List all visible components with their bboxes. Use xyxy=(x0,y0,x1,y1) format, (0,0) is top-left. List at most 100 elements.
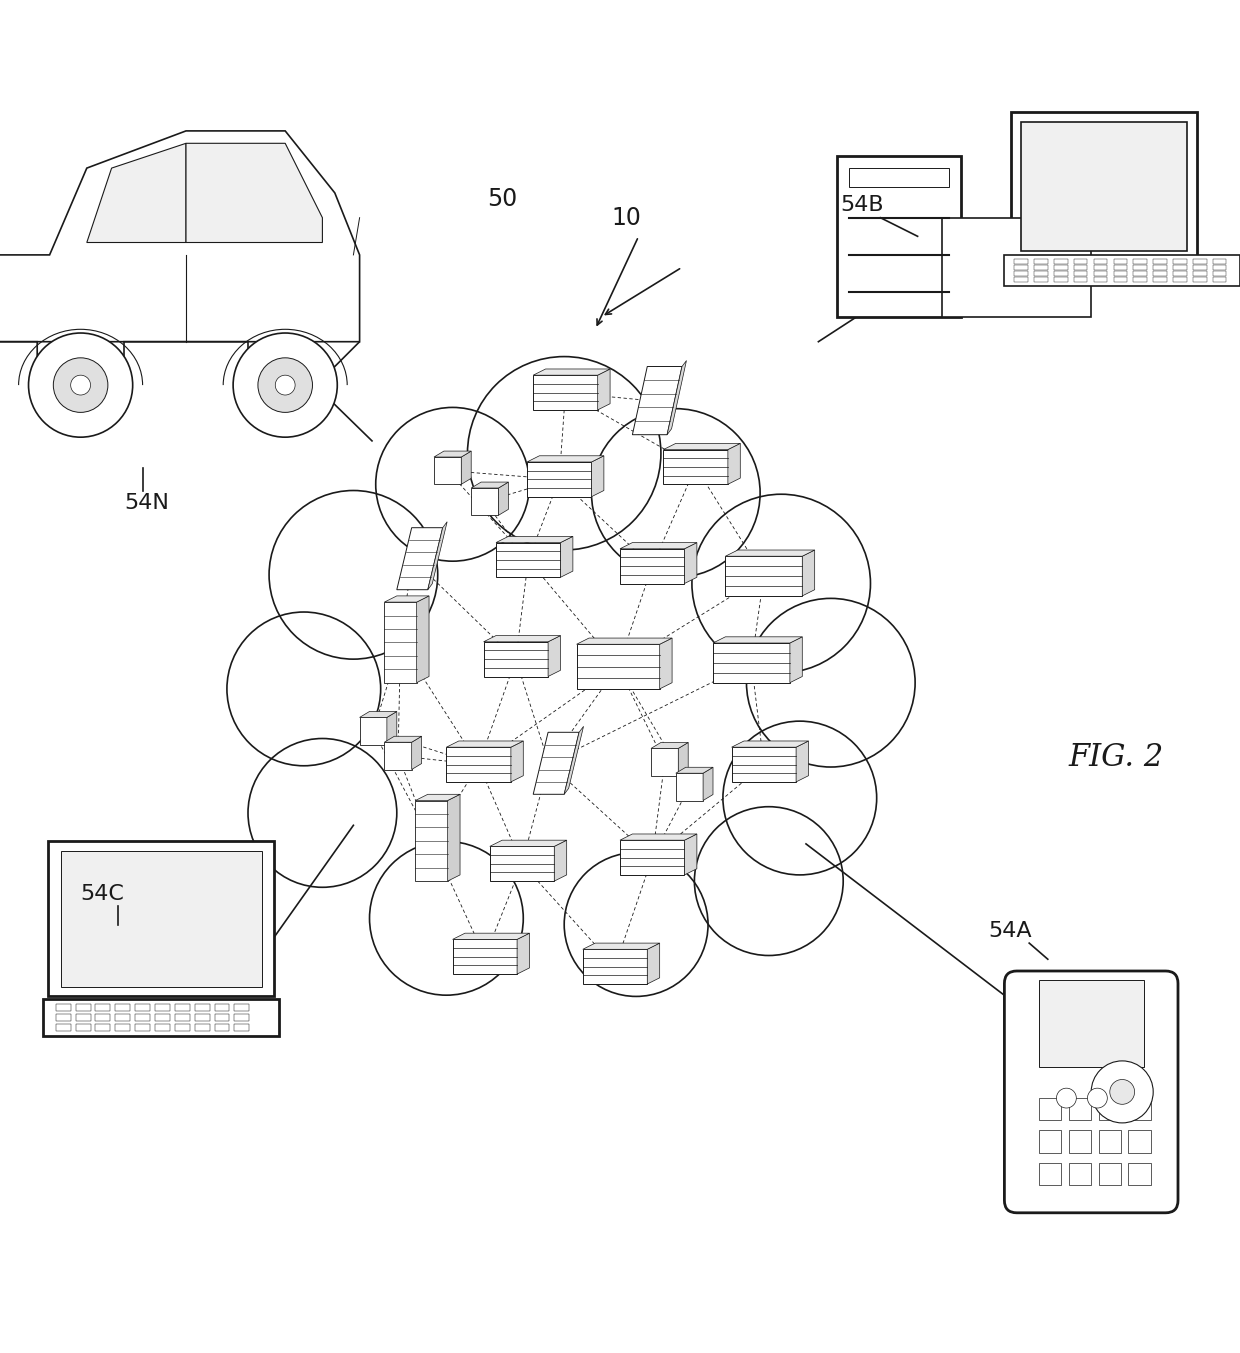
Polygon shape xyxy=(434,451,471,457)
Polygon shape xyxy=(676,767,713,773)
Bar xyxy=(384,602,417,683)
Bar xyxy=(175,1024,190,1031)
Polygon shape xyxy=(0,131,360,342)
Bar xyxy=(1153,271,1167,276)
Polygon shape xyxy=(417,595,429,683)
FancyBboxPatch shape xyxy=(1004,971,1178,1212)
Bar xyxy=(1173,277,1187,283)
Circle shape xyxy=(746,598,915,767)
Bar xyxy=(837,156,961,317)
Bar xyxy=(43,999,279,1036)
Bar xyxy=(1114,277,1127,283)
Bar xyxy=(1153,258,1167,264)
Polygon shape xyxy=(583,943,660,950)
Circle shape xyxy=(591,409,760,578)
Bar xyxy=(1133,258,1147,264)
Polygon shape xyxy=(360,712,397,717)
Circle shape xyxy=(564,852,708,996)
Bar xyxy=(1094,265,1107,269)
Text: 10: 10 xyxy=(611,206,641,230)
Circle shape xyxy=(233,333,337,437)
Bar xyxy=(1173,265,1187,269)
Polygon shape xyxy=(591,456,604,497)
Bar xyxy=(1014,265,1028,269)
Bar xyxy=(95,1004,110,1011)
Bar xyxy=(95,1013,110,1022)
Bar xyxy=(155,1013,170,1022)
Polygon shape xyxy=(703,767,713,801)
Text: FIG. 2: FIG. 2 xyxy=(1069,741,1163,773)
Bar xyxy=(48,842,274,996)
Polygon shape xyxy=(415,794,460,801)
Bar xyxy=(76,1024,91,1031)
Bar xyxy=(1133,265,1147,269)
Bar xyxy=(1074,277,1087,283)
Bar xyxy=(1021,122,1187,252)
Text: 54B: 54B xyxy=(839,195,884,215)
Polygon shape xyxy=(732,741,808,747)
Bar xyxy=(1193,277,1207,283)
Bar xyxy=(1039,1130,1061,1153)
Bar xyxy=(1114,265,1127,269)
Circle shape xyxy=(1087,1088,1107,1108)
Bar xyxy=(453,939,517,974)
Bar xyxy=(215,1024,229,1031)
Polygon shape xyxy=(384,595,429,602)
Bar xyxy=(1054,265,1068,269)
Circle shape xyxy=(490,602,837,950)
Bar xyxy=(1128,1162,1151,1185)
Bar xyxy=(1034,265,1048,269)
Circle shape xyxy=(694,806,843,955)
Circle shape xyxy=(477,441,849,813)
Bar xyxy=(1099,1099,1121,1120)
Bar xyxy=(1128,1099,1151,1120)
Polygon shape xyxy=(446,741,523,747)
Bar xyxy=(1213,271,1226,276)
Polygon shape xyxy=(533,732,579,794)
Polygon shape xyxy=(577,639,672,644)
Bar xyxy=(942,218,1091,317)
Polygon shape xyxy=(632,367,682,434)
Circle shape xyxy=(248,739,397,888)
Circle shape xyxy=(258,357,312,413)
Bar xyxy=(115,1004,130,1011)
Polygon shape xyxy=(397,528,443,590)
Polygon shape xyxy=(620,833,697,840)
Bar xyxy=(1213,277,1226,283)
Bar xyxy=(175,1004,190,1011)
Polygon shape xyxy=(678,743,688,775)
Polygon shape xyxy=(564,727,584,794)
Bar xyxy=(115,1013,130,1022)
Bar xyxy=(215,1004,229,1011)
Bar xyxy=(484,641,548,676)
Polygon shape xyxy=(511,741,523,782)
Bar xyxy=(195,1024,210,1031)
Bar xyxy=(434,457,461,484)
Polygon shape xyxy=(620,543,697,549)
Bar xyxy=(1034,258,1048,264)
Polygon shape xyxy=(598,369,610,410)
Bar xyxy=(1193,265,1207,269)
Circle shape xyxy=(279,429,651,801)
Bar xyxy=(234,1004,249,1011)
Bar xyxy=(1173,258,1187,264)
Bar xyxy=(577,644,660,689)
Polygon shape xyxy=(496,536,573,543)
Bar xyxy=(1114,271,1127,276)
Bar xyxy=(1054,277,1068,283)
Circle shape xyxy=(71,375,91,395)
Bar xyxy=(676,773,703,801)
Bar xyxy=(56,1024,71,1031)
Bar xyxy=(135,1024,150,1031)
Circle shape xyxy=(269,491,438,659)
Bar xyxy=(1074,265,1087,269)
Polygon shape xyxy=(461,451,471,484)
Bar xyxy=(1054,271,1068,276)
Bar xyxy=(1094,271,1107,276)
Polygon shape xyxy=(796,741,808,782)
Bar xyxy=(651,748,678,775)
Polygon shape xyxy=(387,712,397,744)
Bar xyxy=(115,1024,130,1031)
Polygon shape xyxy=(428,522,448,590)
Bar xyxy=(1133,277,1147,283)
